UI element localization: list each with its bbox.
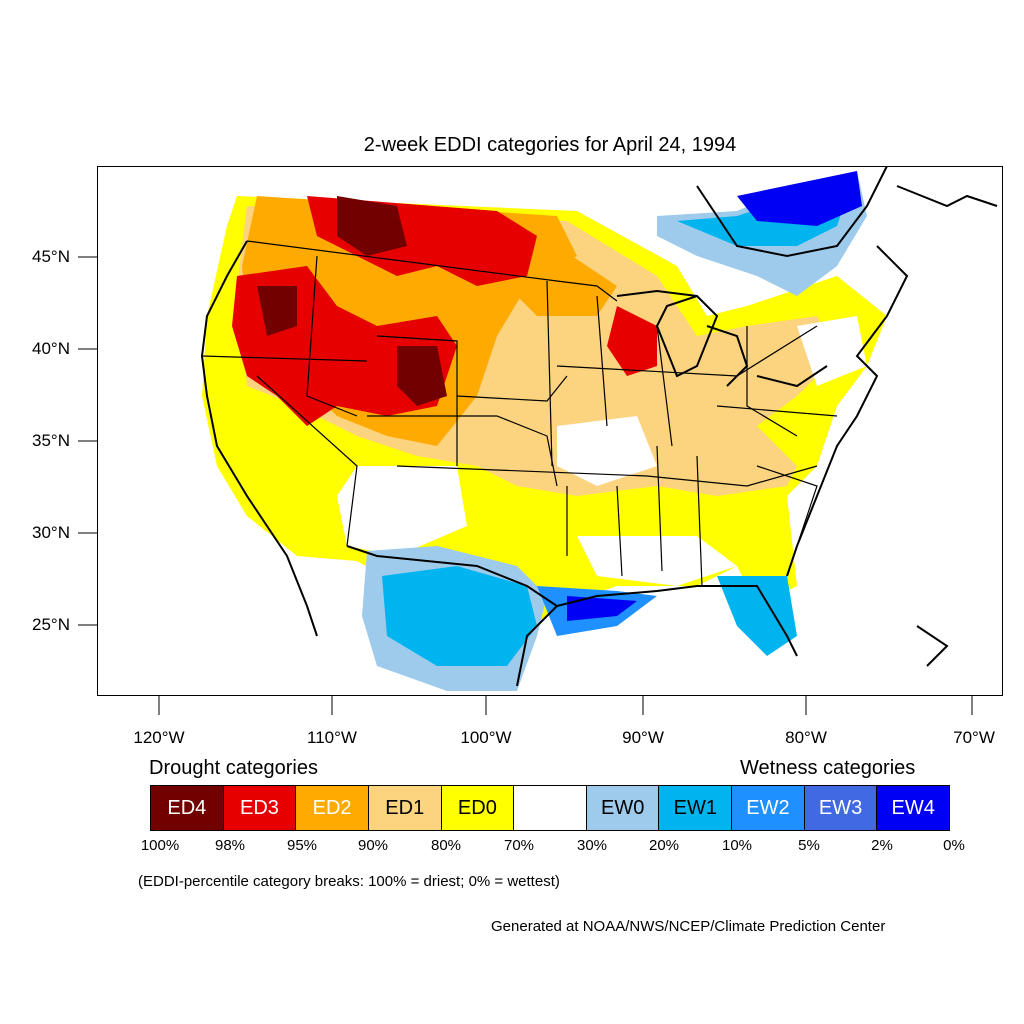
legend-break: 20% [648, 837, 680, 854]
legend-break: 98% [214, 837, 246, 854]
category-breaks-note: (EDDI-percentile category breaks: 100% =… [138, 873, 560, 890]
legend-break: 100% [140, 837, 180, 854]
wetness-categories-heading: Wetness categories [740, 757, 916, 779]
lat-label-30: 30°N [32, 523, 70, 542]
legend-break: 5% [798, 837, 820, 854]
lon-label-90: 90°W [622, 728, 664, 747]
legend-cell-ew2: EW2 [732, 786, 805, 830]
legend-cell-normal [514, 786, 587, 830]
state-borders [201, 240, 838, 587]
legend-cell-ed4: ED4 [151, 786, 224, 830]
lon-label-120: 120°W [133, 728, 185, 747]
legend-break: 80% [430, 837, 462, 854]
eddi-map [97, 166, 1003, 696]
lon-ticks [158, 696, 973, 715]
map-fill-layer [202, 171, 887, 691]
legend-cell-ed2: ED2 [296, 786, 369, 830]
legend-cell-ed3: ED3 [223, 786, 297, 830]
legend-cell-ew0: EW0 [586, 786, 660, 830]
legend-cell-ed0: ED0 [441, 786, 515, 830]
lat-label-40: 40°N [32, 339, 70, 358]
legend-break: 10% [721, 837, 753, 854]
legend-cell-ed1: ED1 [368, 786, 442, 830]
legend-break: 70% [503, 837, 535, 854]
legend-cell-ew1: EW1 [659, 786, 733, 830]
legend-color-bar: ED4 ED3 ED2 ED1 ED0 EW0 EW1 EW2 EW3 EW4 [150, 785, 950, 831]
lon-label-70: 70°W [953, 728, 995, 747]
legend-cell-ew3: EW3 [804, 786, 878, 830]
coastlines [200, 166, 998, 687]
lon-label-110: 110°W [307, 728, 357, 747]
map-title: 2-week EDDI categories for April 24, 199… [363, 134, 737, 156]
legend-break: 30% [576, 837, 608, 854]
lon-label-80: 80°W [785, 728, 827, 747]
credit-line: Generated at NOAA/NWS/NCEP/Climate Predi… [491, 918, 886, 935]
legend-break: 90% [357, 837, 389, 854]
drought-categories-heading: Drought categories [149, 757, 318, 779]
lat-label-25: 25°N [32, 615, 70, 634]
lat-ticks [78, 256, 97, 626]
lon-label-100: 100°W [460, 728, 512, 747]
legend-cell-ew4: EW4 [877, 786, 950, 830]
legend-break: 2% [871, 837, 893, 854]
lat-label-45: 45°N [32, 247, 70, 266]
legend-break: 95% [286, 837, 318, 854]
legend-break: 0% [943, 837, 965, 854]
lat-label-35: 35°N [32, 431, 70, 450]
